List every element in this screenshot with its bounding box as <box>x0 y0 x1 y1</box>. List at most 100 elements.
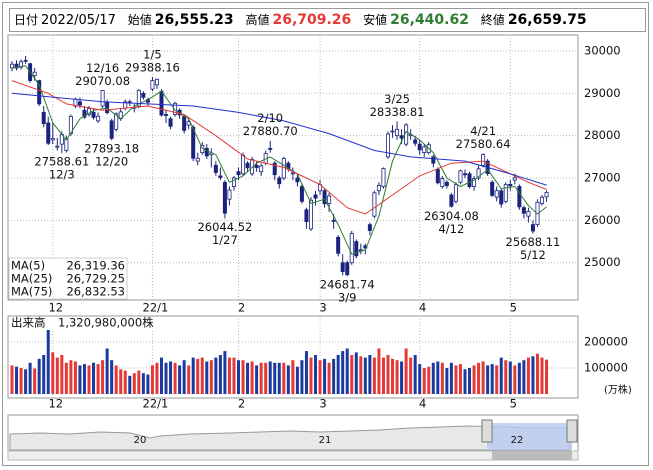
navigator-selection[interactable] <box>487 423 572 450</box>
candle-body <box>367 224 372 231</box>
candle-body <box>14 63 19 69</box>
annotation-value: 29070.08 <box>75 74 130 88</box>
candle-body <box>376 184 381 192</box>
volume-bar <box>495 365 499 394</box>
y-tick-label: 29000 <box>584 86 621 100</box>
candle-body <box>159 90 164 116</box>
annotation-value: 25688.11 <box>506 235 561 249</box>
date-label: 日付 <box>14 13 39 27</box>
candle-body <box>331 219 336 222</box>
candle-body <box>345 262 350 276</box>
volume-bar <box>237 360 240 394</box>
volume-bar <box>472 365 476 394</box>
legend-name: MA(25) <box>11 272 52 286</box>
volume-bar <box>336 355 340 394</box>
volume-tick-label: 200000 <box>584 335 628 349</box>
volume-bar <box>196 358 200 394</box>
volume-bar <box>458 364 462 394</box>
candle-body <box>231 177 236 187</box>
volume-bar <box>28 362 32 394</box>
candle-body <box>182 116 187 131</box>
candle-body <box>358 249 363 252</box>
annotation-date: 3/9 <box>338 291 357 305</box>
candle-body <box>417 143 422 151</box>
x-tick-label: 22/1 <box>143 397 169 411</box>
volume-bar <box>522 360 526 394</box>
volume-bar <box>110 360 114 394</box>
navigator-handle-left[interactable] <box>481 419 493 443</box>
volume-bar <box>250 361 254 394</box>
annotation-date: 1/27 <box>212 233 238 247</box>
volume-bar <box>404 348 408 394</box>
volume-bar <box>386 355 390 394</box>
annotation-date: 12/16 <box>86 61 119 75</box>
navigator-scroll-thumb[interactable] <box>492 451 572 460</box>
candle-body <box>100 90 105 107</box>
candle-body <box>340 262 345 273</box>
high: 26,709.26 <box>272 12 352 28</box>
candle-body <box>150 80 155 90</box>
navigator-scrollbar[interactable] <box>7 450 579 461</box>
volume-bar <box>87 365 91 394</box>
volume-bar <box>128 375 132 394</box>
volume-bar <box>540 357 544 394</box>
volume-bar <box>24 369 28 394</box>
candle-body <box>191 126 196 159</box>
low: 26,440.62 <box>390 12 469 28</box>
volume-bar <box>132 373 136 394</box>
annotation-value: 26304.08 <box>424 209 479 223</box>
y-tick-label: 30000 <box>584 43 621 57</box>
candle-body <box>77 101 82 106</box>
volume-bar <box>400 361 404 394</box>
volume-bar <box>255 365 259 394</box>
volume-bar <box>218 355 222 394</box>
volume-bar <box>232 357 236 394</box>
volume-bar <box>42 355 46 394</box>
volume-bar <box>146 374 150 394</box>
candle-body <box>204 147 209 157</box>
y-tick-label: 28000 <box>584 128 621 142</box>
annotation-date: 12/20 <box>95 155 128 169</box>
volume-bar <box>391 358 395 394</box>
volume-bar <box>182 360 186 394</box>
annotation-date: 12/3 <box>49 168 75 182</box>
volume-bar <box>187 365 191 394</box>
volume-bar <box>137 370 141 394</box>
volume-tick-label: 100000 <box>584 361 628 375</box>
candle-body <box>508 183 513 187</box>
volume-bar <box>372 357 376 394</box>
candle-body <box>308 199 313 230</box>
candle-body <box>91 111 96 118</box>
candle-body <box>431 156 436 164</box>
volume-bar <box>477 362 481 394</box>
volume-bar <box>51 352 55 394</box>
navigator-label: 20 <box>134 435 147 446</box>
candle-body <box>227 189 232 200</box>
price-panel <box>7 34 579 301</box>
open-label: 始値 <box>127 13 152 27</box>
volume-bar <box>69 360 73 394</box>
candle-body <box>222 181 227 214</box>
volume-bar <box>82 364 86 394</box>
volume-bar <box>286 365 290 394</box>
candle-body <box>440 178 445 187</box>
candle-body <box>290 172 295 175</box>
navigator-label: 22 <box>511 435 524 446</box>
candle-body <box>168 118 173 127</box>
navigator-handle-right[interactable] <box>566 419 578 443</box>
x-tick-label: 3 <box>319 397 326 411</box>
candle-body <box>50 138 55 141</box>
open: 26,555.23 <box>154 12 234 28</box>
candle-body <box>413 139 418 144</box>
x-tick-label: 4 <box>419 301 426 315</box>
volume-bar <box>422 368 426 394</box>
annotation-date: 4/21 <box>470 124 496 138</box>
volume-bar <box>223 351 227 394</box>
candle-body <box>322 190 327 205</box>
volume-bar <box>264 362 268 394</box>
volume-bar <box>545 359 549 394</box>
candle-body <box>390 130 395 133</box>
volume-bar <box>300 360 304 394</box>
candle-body <box>173 102 178 115</box>
